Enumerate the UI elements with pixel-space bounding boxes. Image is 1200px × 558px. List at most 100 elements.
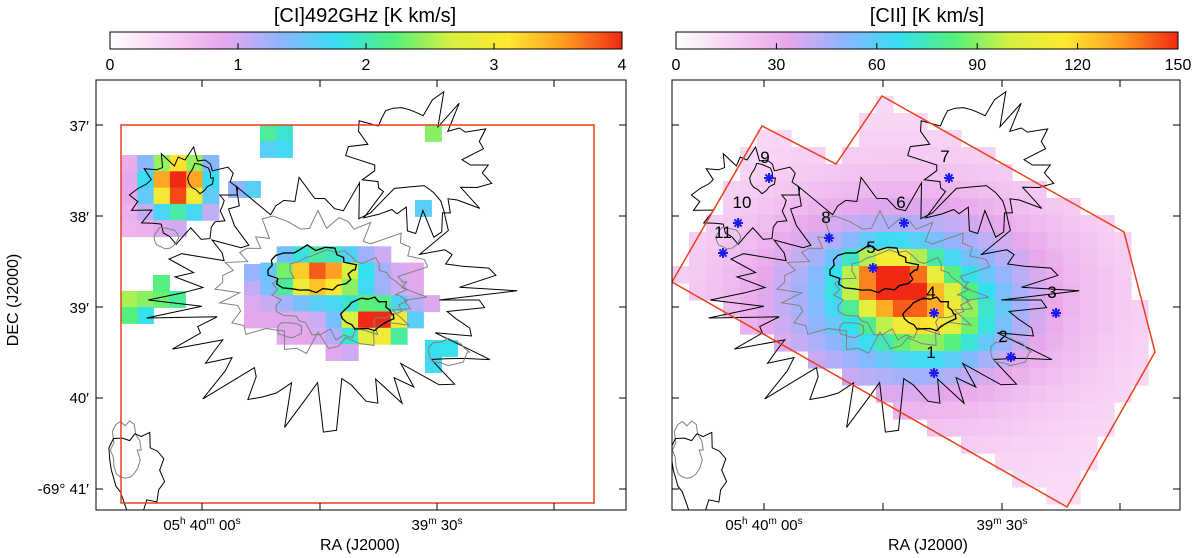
contour-line (672, 431, 728, 510)
heatmap-pixel (341, 311, 359, 329)
heatmap-pixel (1029, 215, 1047, 233)
contour-line (708, 176, 1080, 433)
position-marker-6 (899, 218, 909, 228)
heatmap-pixel (1046, 385, 1064, 403)
heatmap-pixel (1063, 300, 1081, 318)
heatmap-pixel (859, 198, 877, 216)
heatmap-pixel (292, 327, 310, 345)
heatmap-pixel (893, 232, 911, 250)
heatmap-pixel (774, 130, 792, 148)
left-x-tick-label-2: 39m 30s (412, 516, 463, 534)
contour-line (829, 244, 920, 294)
heatmap-pixel (260, 311, 278, 329)
heatmap-pixel (910, 232, 928, 250)
heatmap-pixel (978, 232, 996, 250)
heatmap-pixel (757, 266, 775, 284)
heatmap-pixel (740, 181, 758, 199)
heatmap-pixel (961, 232, 979, 250)
heatmap-pixel (276, 278, 294, 296)
heatmap-pixel (1114, 232, 1132, 250)
right-colorbar-ticks: 0 30 60 90 120 150 (672, 43, 1191, 74)
heatmap-pixel (910, 368, 928, 386)
heatmap-pixel (1114, 249, 1132, 267)
heatmap-pixel (910, 283, 928, 301)
position-label-8: 8 (821, 208, 830, 227)
heatmap-pixel (842, 317, 860, 335)
heatmap-pixel (842, 249, 860, 267)
heatmap-pixel (1063, 198, 1081, 216)
heatmap-pixel (1012, 368, 1030, 386)
heatmap-pixel (876, 96, 894, 114)
heatmap-pixel (260, 295, 278, 313)
heatmap-pixel (325, 295, 343, 313)
heatmap-pixel (309, 295, 327, 313)
heatmap-pixel (1080, 300, 1098, 318)
heatmap-pixel (1012, 181, 1030, 199)
heatmap-pixel (1046, 334, 1064, 352)
heatmap-pixel (1097, 266, 1115, 284)
heatmap-pixel (1097, 334, 1115, 352)
heatmap-pixel (1080, 385, 1098, 403)
colorbar-tick-label: 120 (1064, 57, 1091, 74)
heatmap-pixel (374, 278, 392, 296)
right-colorbar (675, 31, 1179, 50)
heatmap-pixel (325, 344, 343, 361)
right-x-tick-label-1: 05h 40m 00s (725, 516, 802, 534)
heatmap-pixel (995, 453, 1013, 471)
heatmap-pixel (1029, 470, 1047, 488)
heatmap-pixel (757, 300, 775, 318)
heatmap-pixel (153, 275, 170, 292)
heatmap-pixel (825, 232, 843, 250)
heatmap-pixel (276, 246, 294, 264)
heatmap-pixel (1063, 402, 1081, 420)
contour-line (749, 162, 776, 195)
heatmap-pixel (978, 402, 996, 420)
heatmap-pixel (1012, 453, 1030, 471)
heatmap-pixel (961, 402, 979, 420)
heatmap-pixel (876, 334, 894, 352)
heatmap-pixel (910, 113, 928, 131)
heatmap-pixel (723, 283, 741, 301)
heatmap-pixel (441, 340, 458, 357)
position-marker-11 (718, 248, 728, 258)
heatmap-pixel (774, 215, 792, 233)
heatmap-pixel (774, 164, 792, 182)
heatmap-pixel (390, 295, 408, 313)
heatmap-pixel (808, 351, 826, 369)
heatmap-pixel (1029, 334, 1047, 352)
heatmap-pixel (961, 334, 979, 352)
heatmap-pixel (244, 181, 261, 198)
heatmap-pixel (1063, 351, 1081, 369)
heatmap-pixel (1012, 249, 1030, 267)
position-label-5: 5 (866, 238, 875, 257)
left-plot-frame (95, 79, 627, 511)
heatmap-pixel (961, 147, 979, 165)
heatmap-pixel (808, 266, 826, 284)
heatmap-pixel (910, 164, 928, 182)
heatmap-pixel (927, 232, 945, 250)
heatmap-pixel (1080, 453, 1098, 471)
heatmap-pixel (374, 246, 392, 264)
heatmap-pixel (1029, 232, 1047, 250)
heatmap-pixel (244, 264, 261, 281)
heatmap-pixel (757, 215, 775, 233)
heatmap-pixel (1114, 351, 1132, 369)
contour-line (109, 420, 142, 479)
heatmap-pixel (808, 232, 826, 250)
heatmap-pixel (961, 317, 979, 335)
heatmap-pixel (309, 311, 327, 329)
heatmap-pixel (1097, 317, 1115, 335)
heatmap-pixel (309, 262, 327, 280)
colorbar-tick-label: 4 (618, 57, 627, 74)
heatmap-pixel (1080, 249, 1098, 267)
heatmap-pixel (927, 283, 945, 301)
heatmap-pixel (1063, 317, 1081, 335)
heatmap-pixel (1097, 232, 1115, 250)
heatmap-pixel (927, 402, 945, 420)
heatmap-pixel (978, 317, 996, 335)
heatmap-pixel (292, 262, 310, 280)
heatmap-pixel (808, 283, 826, 301)
heatmap-pixel (1046, 487, 1064, 505)
heatmap-pixel (1080, 266, 1098, 284)
